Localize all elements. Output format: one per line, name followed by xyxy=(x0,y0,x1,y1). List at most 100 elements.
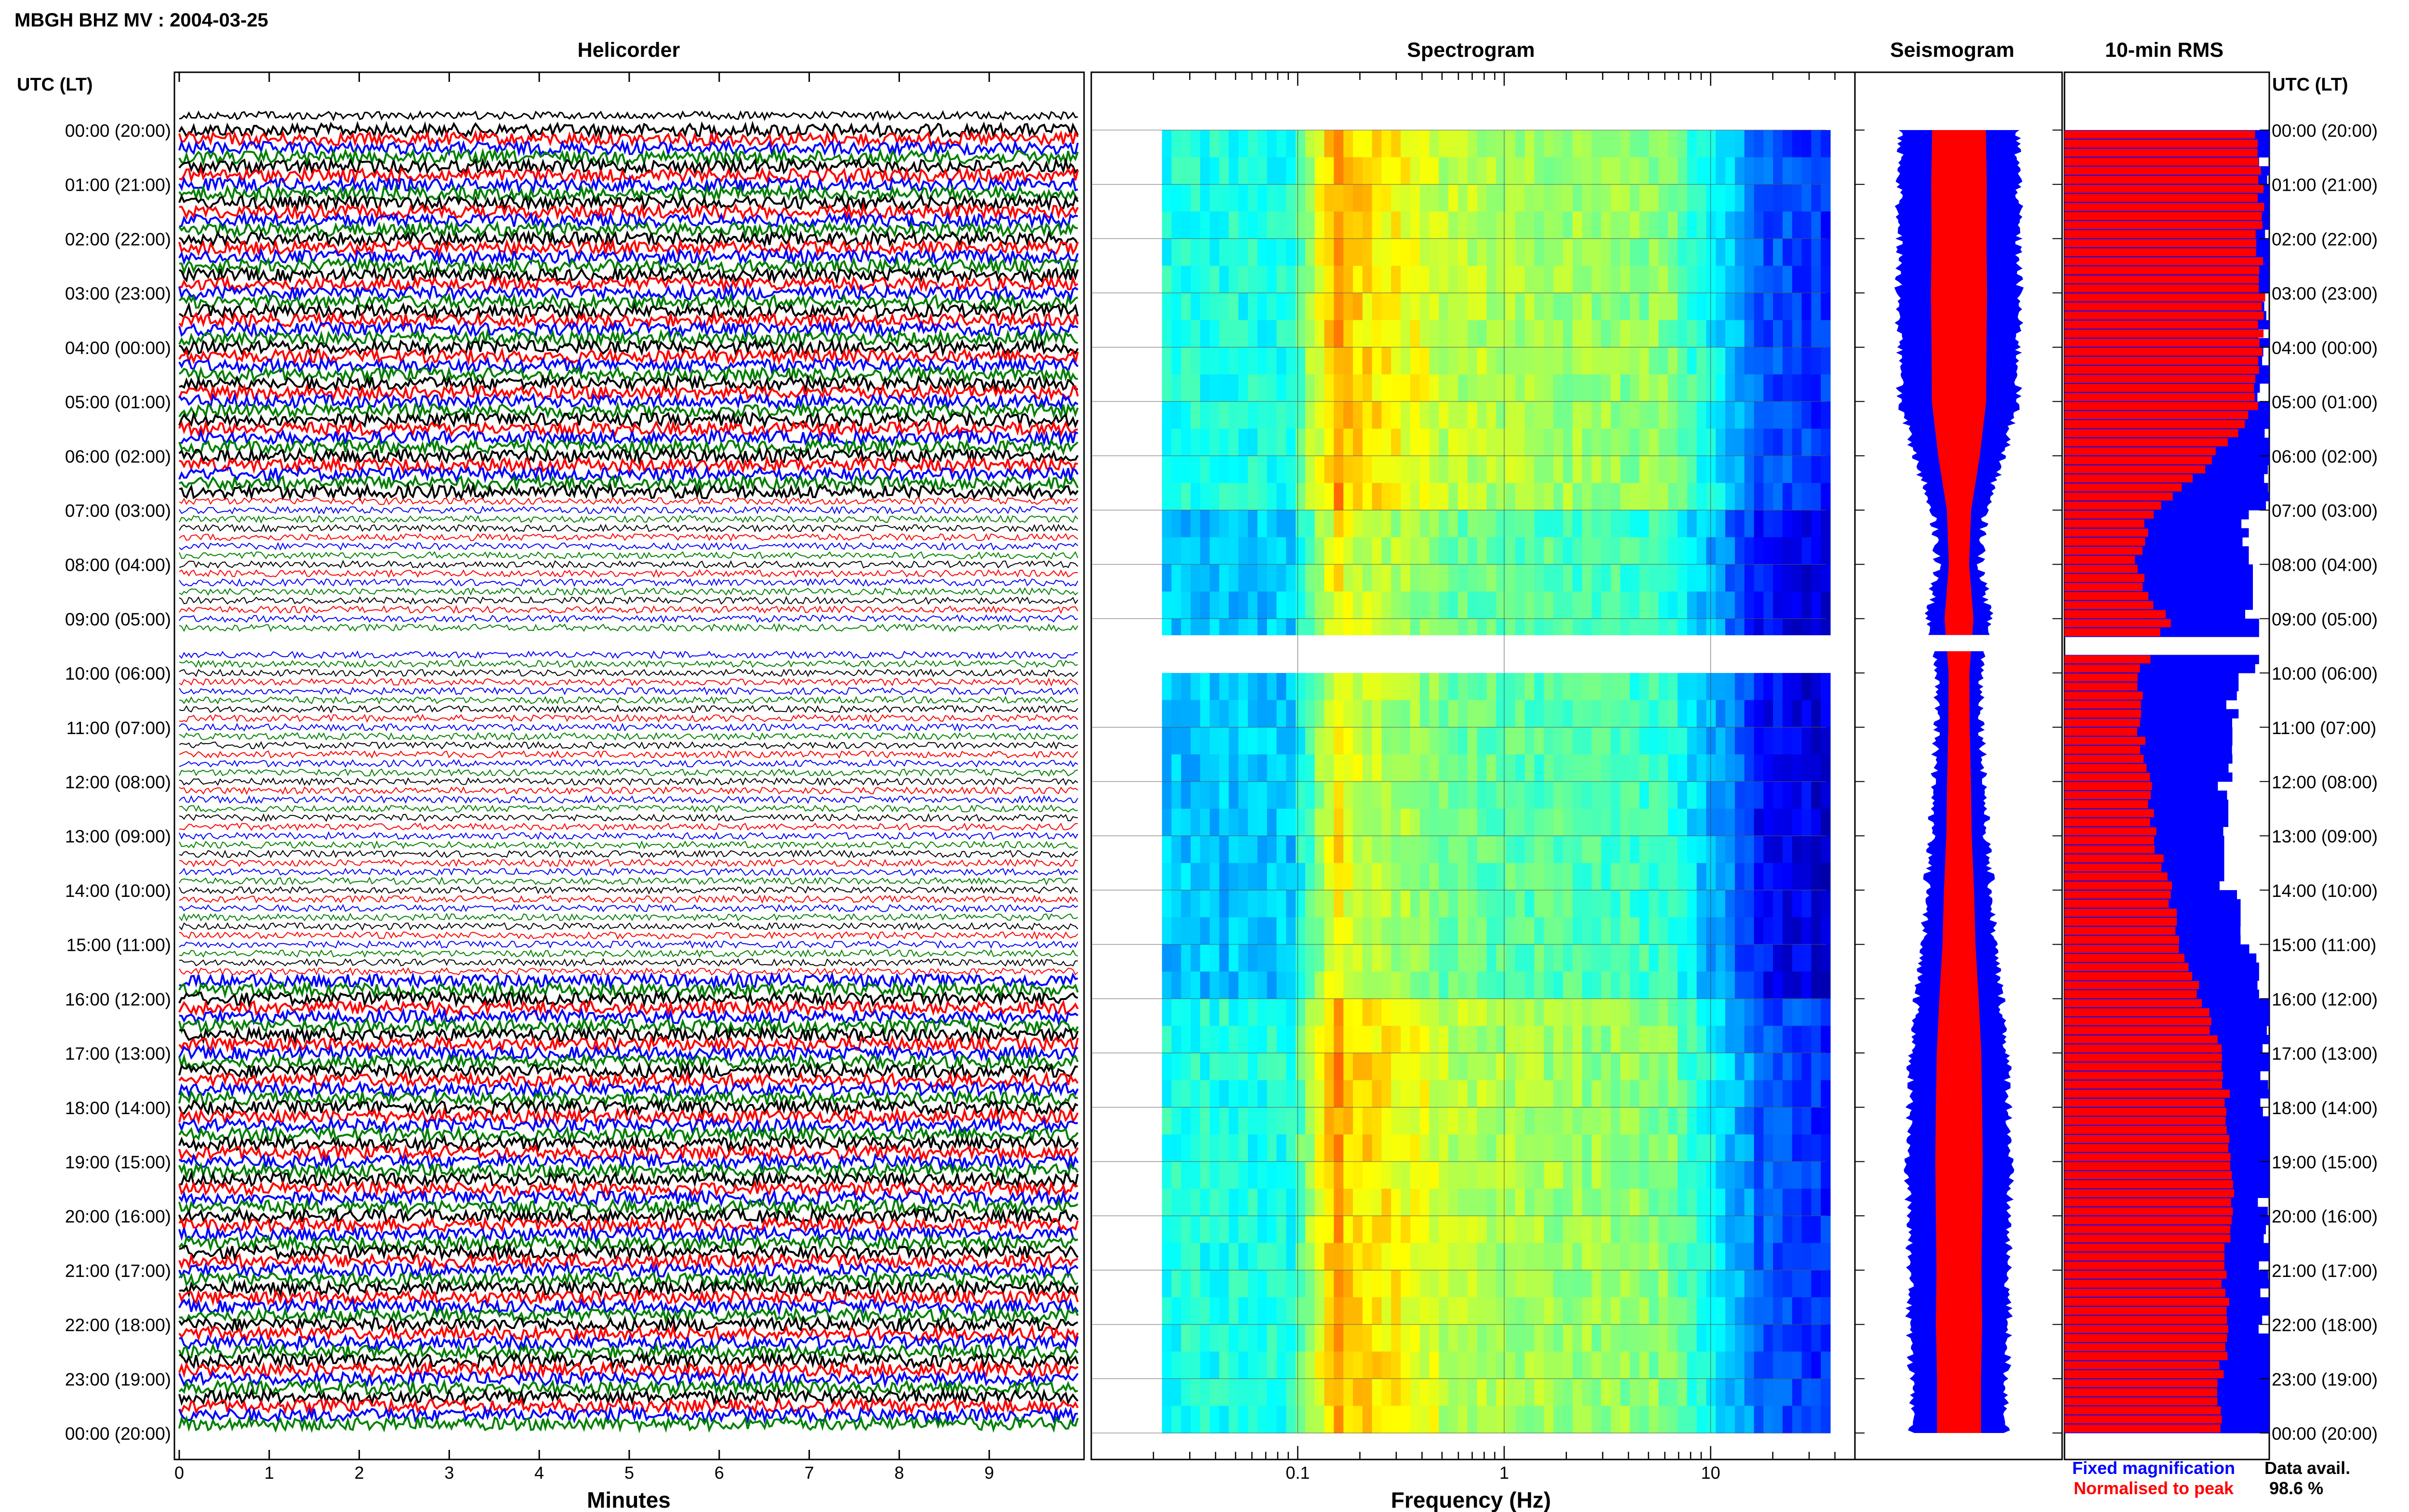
spectrogram-cell xyxy=(1401,401,1411,429)
spectrogram-cell xyxy=(1706,401,1716,429)
spectrogram-cell xyxy=(1191,1270,1201,1298)
spectrogram-cell xyxy=(1381,1134,1391,1162)
spectrogram-cell xyxy=(1372,265,1382,293)
spectrogram-cell xyxy=(1314,673,1325,701)
spectrogram-cell xyxy=(1238,1161,1248,1189)
spectrogram-cell xyxy=(1486,1188,1496,1216)
spectrogram-cell xyxy=(1639,944,1649,972)
spectrogram-cell xyxy=(1668,1161,1678,1189)
spectrogram-cell xyxy=(1209,1270,1220,1298)
spectrogram-cell xyxy=(1696,592,1707,619)
spectrogram-cell xyxy=(1334,1243,1344,1271)
spectrogram-cell xyxy=(1716,1134,1726,1162)
spectrogram-cell xyxy=(1754,1379,1764,1407)
spectrogram-cell xyxy=(1716,483,1726,511)
spectrogram-cell xyxy=(1601,320,1611,348)
spectrogram-cell xyxy=(1353,320,1363,348)
spectrogram-cell xyxy=(1734,537,1745,565)
spectrogram-cell xyxy=(1286,1270,1296,1298)
spectrogram-cell xyxy=(1524,1243,1535,1271)
spectrogram-cell xyxy=(1706,1324,1716,1352)
spectrogram-cell xyxy=(1506,428,1516,456)
spectrogram-cell xyxy=(1248,265,1258,293)
spectrogram-cell xyxy=(1401,836,1411,864)
spectrogram-cell xyxy=(1391,673,1401,701)
spectrogram-cell xyxy=(1296,863,1306,891)
spectrogram-cell xyxy=(1477,972,1487,999)
spectrogram-cell xyxy=(1467,700,1478,728)
spectrogram-cell xyxy=(1410,1107,1420,1135)
helicorder-trace xyxy=(178,1287,1079,1307)
spectrogram-cell xyxy=(1658,157,1668,185)
spectrogram-cell xyxy=(1611,456,1621,484)
spectrogram-cell xyxy=(1754,184,1764,212)
spectrogram-cell xyxy=(1773,673,1783,701)
spectrogram-cell xyxy=(1257,130,1268,158)
spectrogram-cell xyxy=(1725,836,1735,864)
spectrogram-cell xyxy=(1524,592,1535,619)
spectrogram-cell xyxy=(1238,483,1248,511)
rms-normalised-bar xyxy=(2065,1035,2218,1044)
spectrogram-cell xyxy=(1209,1053,1220,1080)
spectrogram-cell xyxy=(1429,917,1439,945)
spectrogram-cell xyxy=(1314,510,1325,538)
spectrogram-cell xyxy=(1267,1406,1277,1433)
spectrogram-cell xyxy=(1553,1161,1563,1189)
spectrogram-cell xyxy=(1687,401,1697,429)
spectrogram-cell xyxy=(1162,1216,1172,1244)
spectrogram-cell xyxy=(1324,673,1334,701)
spectrogram-cell xyxy=(1410,1026,1420,1053)
spectrogram-cell xyxy=(1696,836,1707,864)
helicorder-trace xyxy=(178,1396,1079,1416)
spectrogram-cell xyxy=(1200,184,1210,212)
spectrogram-cell xyxy=(1725,1243,1735,1271)
spectrogram-cell xyxy=(1754,1107,1764,1135)
spectrogram-cell xyxy=(1448,374,1458,402)
spectrogram-cell xyxy=(1467,1107,1478,1135)
spectrogram-cell xyxy=(1238,1080,1248,1108)
spectrogram-cell xyxy=(1372,1297,1382,1325)
spectrogram-cell xyxy=(1334,401,1344,429)
spectrogram-cell xyxy=(1200,211,1210,239)
spectrogram-cell xyxy=(1706,456,1716,484)
spectrogram-cell xyxy=(1248,456,1258,484)
spectrogram-cell xyxy=(1544,808,1554,836)
spectrogram-cell xyxy=(1353,618,1363,635)
spectrogram-cell xyxy=(1582,401,1592,429)
spectrogram-cell xyxy=(1687,1161,1697,1189)
spectrogram-cell xyxy=(1410,944,1420,972)
spectrogram-cell xyxy=(1544,1324,1554,1352)
spectrogram-cell xyxy=(1716,999,1726,1026)
spectrogram-cell xyxy=(1191,836,1201,864)
spectrogram-cell xyxy=(1677,1053,1688,1080)
spectrogram-cell xyxy=(1687,1026,1697,1053)
spectrogram-cell xyxy=(1734,320,1745,348)
spectrogram-cell xyxy=(1372,130,1382,158)
spectrogram-cell xyxy=(1515,157,1525,185)
spectrogram-cell xyxy=(1439,456,1449,484)
helicorder-trace xyxy=(178,237,1079,258)
spectrogram-cell xyxy=(1734,1107,1745,1135)
spectrogram-cell xyxy=(1362,836,1373,864)
spectrogram-cell xyxy=(1773,347,1783,375)
spectrogram-cell xyxy=(1181,836,1191,864)
spectrogram-cell xyxy=(1257,157,1268,185)
spectrogram-cell xyxy=(1314,428,1325,456)
spectrogram-cell xyxy=(1401,1216,1411,1244)
rms-normalised-bar xyxy=(2065,456,2212,465)
spectrogram-cell xyxy=(1419,592,1430,619)
spectrogram-cell xyxy=(1773,184,1783,212)
spectrogram-cell xyxy=(1343,320,1353,348)
spectrogram-cell xyxy=(1448,592,1458,619)
spectrogram-cell xyxy=(1238,1351,1248,1379)
spectrogram-cell xyxy=(1639,238,1649,266)
rms-normalised-bar xyxy=(2065,175,2259,184)
spectrogram-cell xyxy=(1439,1080,1449,1108)
spectrogram-cell xyxy=(1276,130,1286,158)
spectrogram-cell xyxy=(1611,1406,1621,1433)
spectrogram-cell xyxy=(1649,1270,1659,1298)
spectrogram-cell xyxy=(1467,1053,1478,1080)
spectrogram-cell xyxy=(1448,347,1458,375)
spectrogram-cell xyxy=(1572,1406,1583,1433)
spectrogram-cell xyxy=(1754,265,1764,293)
